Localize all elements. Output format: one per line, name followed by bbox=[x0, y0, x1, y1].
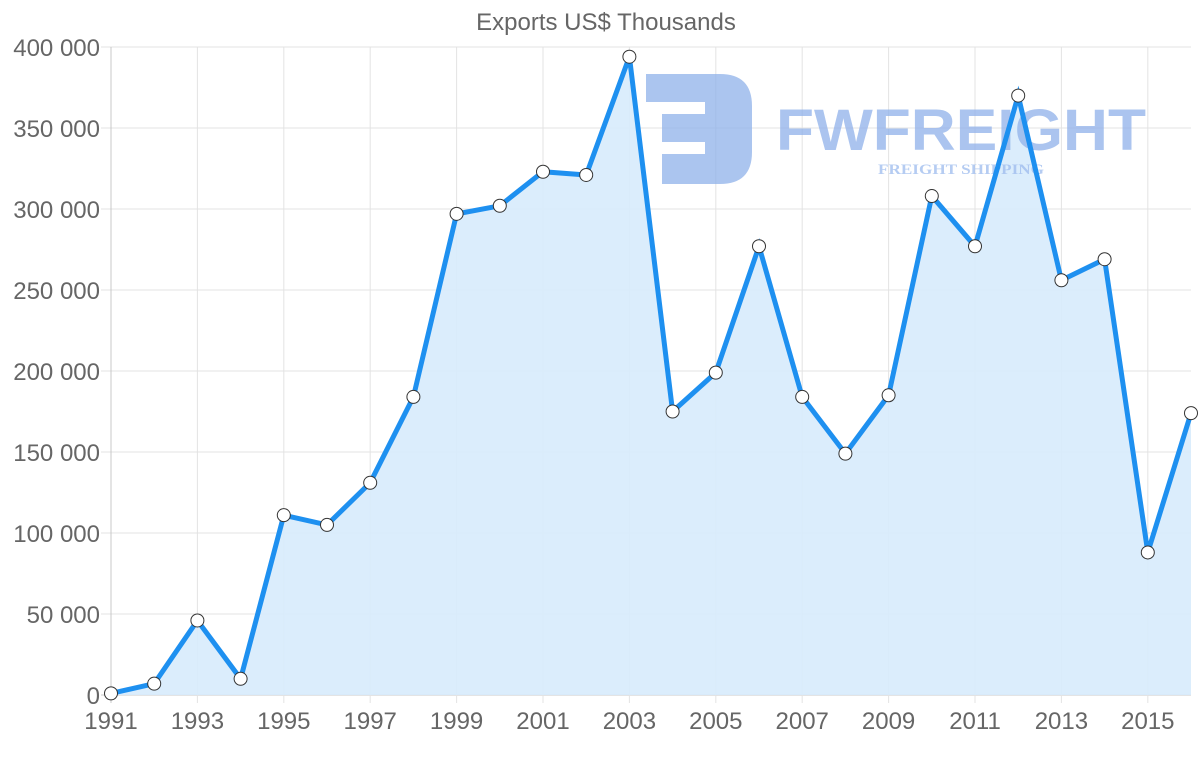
data-point-1992[interactable] bbox=[147, 676, 162, 691]
data-point-2016[interactable] bbox=[1184, 406, 1198, 421]
y-tick-label: 0 bbox=[87, 683, 100, 710]
data-points bbox=[104, 49, 1198, 701]
data-point-1994[interactable] bbox=[233, 671, 248, 686]
watermark-logo-icon bbox=[646, 74, 752, 184]
x-tick-label: 2003 bbox=[603, 708, 656, 735]
area-fill bbox=[111, 56, 1191, 695]
x-tick-label: 2011 bbox=[949, 708, 1001, 735]
x-tick-label: 1995 bbox=[257, 708, 310, 735]
data-point-1991[interactable] bbox=[104, 686, 118, 701]
x-axis-ticks: 1991 1993 1995 1997 1999 2001 2003 2005 2007 2009… bbox=[84, 708, 1174, 735]
y-tick-label: 400 000 bbox=[13, 35, 100, 62]
x-tick-label: 1993 bbox=[171, 708, 224, 735]
y-tick-label: 250 000 bbox=[13, 278, 100, 305]
data-point-2005[interactable] bbox=[708, 365, 723, 380]
data-point-1999[interactable] bbox=[449, 206, 464, 221]
data-point-1997[interactable] bbox=[363, 475, 378, 490]
data-point-2013[interactable] bbox=[1054, 273, 1069, 288]
x-tick-label: 2009 bbox=[862, 708, 915, 735]
x-tick-label: 1991 bbox=[84, 708, 137, 735]
data-point-2006[interactable] bbox=[752, 239, 766, 254]
x-tick-label: 2013 bbox=[1035, 708, 1088, 735]
watermark-brand: FWFREIGHT bbox=[776, 98, 1146, 163]
data-point-2008[interactable] bbox=[838, 446, 853, 461]
y-tick-label: 200 000 bbox=[13, 359, 100, 386]
x-tick-label: 2001 bbox=[516, 708, 569, 735]
data-point-2003[interactable] bbox=[622, 49, 637, 64]
y-axis-ticks: 0 50 000 100 000 150 000 200 000 250 000 300 0… bbox=[13, 35, 100, 710]
y-tick-label: 150 000 bbox=[13, 440, 100, 467]
data-point-2011[interactable] bbox=[968, 239, 982, 254]
data-point-2009[interactable] bbox=[881, 388, 896, 403]
data-point-2014[interactable] bbox=[1097, 252, 1112, 267]
data-point-1993[interactable] bbox=[190, 613, 205, 628]
data-point-2012[interactable] bbox=[1011, 88, 1026, 103]
data-point-2001[interactable] bbox=[536, 164, 550, 179]
data-point-1998[interactable] bbox=[406, 389, 421, 404]
x-tick-label: 2005 bbox=[689, 708, 742, 735]
y-tick-label: 50 000 bbox=[27, 602, 100, 629]
data-point-2007[interactable] bbox=[795, 389, 810, 404]
y-tick-label: 300 000 bbox=[13, 197, 100, 224]
y-tick-label: 350 000 bbox=[13, 116, 100, 143]
y-tick-label: 100 000 bbox=[13, 521, 100, 548]
chart-title: Exports US$ Thousands bbox=[476, 9, 736, 36]
watermark-tagline: FREIGHT SHIPPING bbox=[878, 162, 1044, 178]
data-line bbox=[110, 55, 1194, 696]
data-point-2000[interactable] bbox=[492, 198, 507, 213]
data-point-2015[interactable] bbox=[1140, 545, 1155, 560]
x-tick-label: 1999 bbox=[430, 708, 483, 735]
data-point-1996[interactable] bbox=[320, 517, 334, 532]
data-point-2010[interactable] bbox=[924, 189, 939, 204]
data-point-1995[interactable] bbox=[276, 508, 291, 523]
watermark: FWFREIGHT FREIGHT SHIPPING bbox=[646, 74, 1146, 184]
data-point-2002[interactable] bbox=[579, 167, 594, 182]
x-tick-label: 1997 bbox=[344, 708, 397, 735]
x-tick-label: 2015 bbox=[1121, 708, 1174, 735]
x-tick-label: 2007 bbox=[776, 708, 829, 735]
data-point-2004[interactable] bbox=[665, 404, 680, 419]
